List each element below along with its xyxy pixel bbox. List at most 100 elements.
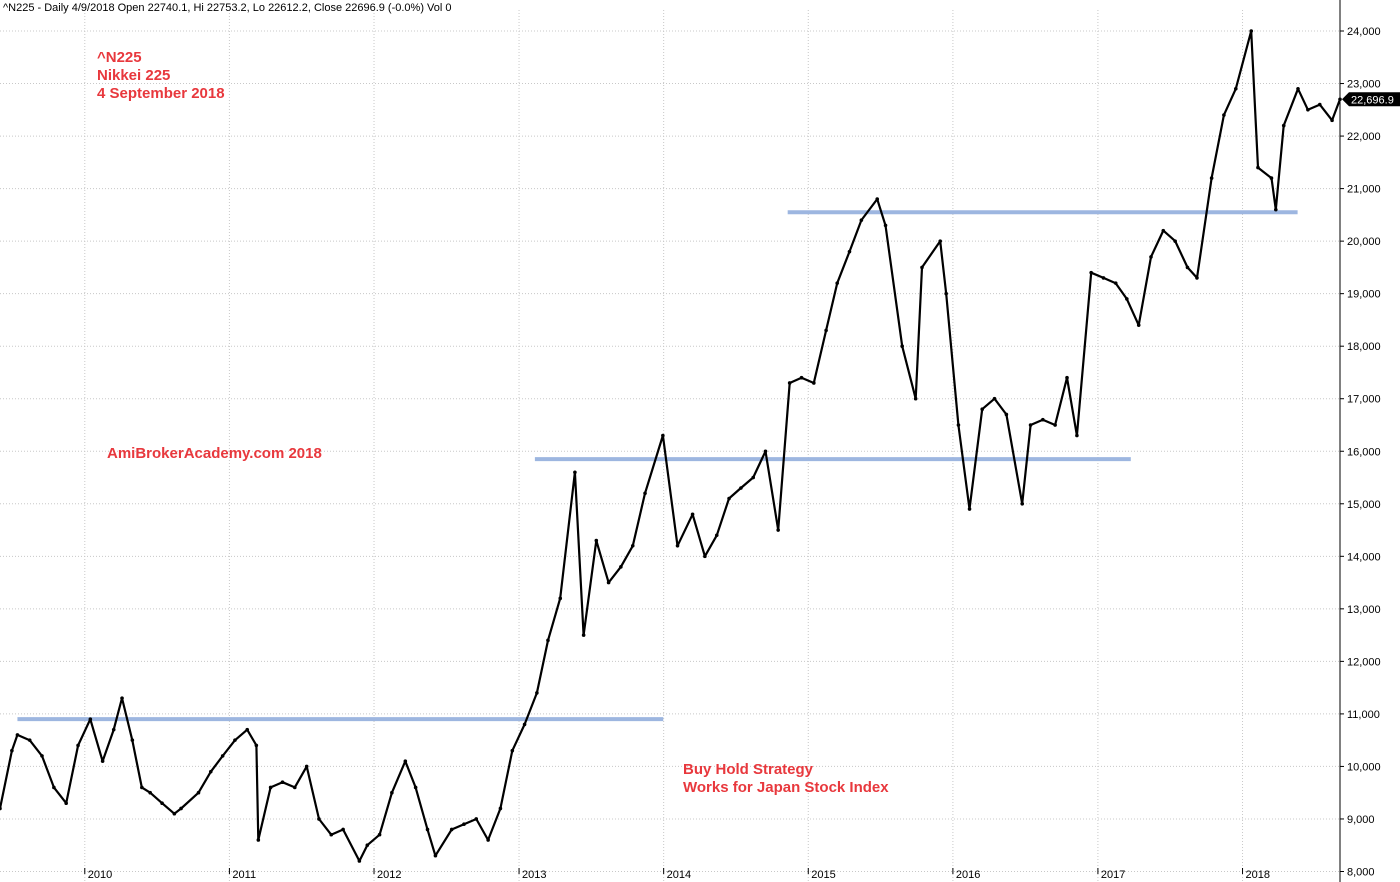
- x-tick-label: 2016: [956, 869, 980, 881]
- last-value-text: 22,696.9: [1351, 94, 1394, 106]
- price-point: [1209, 176, 1214, 180]
- price-point: [390, 790, 394, 795]
- y-tick-label: 12,000: [1347, 656, 1381, 668]
- price-point: [1101, 276, 1106, 280]
- price-point: [787, 381, 792, 385]
- y-tick-label: 20,000: [1347, 236, 1381, 248]
- y-tick-label: 8,000: [1347, 866, 1375, 878]
- x-tick-label: 2013: [522, 869, 546, 881]
- y-tick-label: 24,000: [1347, 26, 1381, 38]
- x-tick-label: 2011: [232, 869, 256, 881]
- price-point: [1041, 417, 1045, 422]
- price-point: [130, 738, 135, 742]
- price-point: [1004, 412, 1009, 417]
- price-point: [268, 785, 273, 790]
- price-point: [88, 717, 93, 721]
- price-point: [630, 544, 635, 548]
- price-point: [1089, 270, 1093, 275]
- price-point: [498, 806, 503, 811]
- price-point: [64, 801, 68, 806]
- price-point: [1053, 423, 1057, 427]
- y-axis: 8,000 9,000 10,000 11,000 12,000 13,000 14,000…: [1340, 26, 1381, 878]
- price-point: [357, 859, 362, 863]
- x-tick-label: 2012: [377, 869, 401, 881]
- price-point: [15, 733, 20, 737]
- price-series: [0, 29, 1342, 863]
- strategy-line-2: Works for Japan Stock Index: [683, 779, 889, 796]
- price-point: [1113, 281, 1118, 285]
- price-point: [0, 806, 2, 811]
- price-point: [1338, 97, 1342, 102]
- price-point: [329, 832, 334, 837]
- price-point: [1281, 123, 1286, 128]
- price-point: [920, 265, 924, 270]
- price-point: [573, 470, 577, 475]
- x-tick-label: 2015: [811, 869, 835, 881]
- last-value-label: 22,696.9: [1342, 92, 1400, 107]
- price-point: [619, 565, 623, 569]
- price-point: [1195, 276, 1199, 280]
- price-point: [913, 396, 918, 401]
- price-point: [220, 754, 225, 758]
- price-point: [859, 218, 864, 222]
- price-point: [425, 827, 430, 832]
- price-point: [76, 743, 80, 748]
- price-point: [233, 738, 237, 742]
- x-tick-label: 2010: [88, 869, 112, 881]
- price-point: [1249, 29, 1254, 33]
- price-point: [292, 785, 297, 790]
- price-point: [111, 727, 116, 732]
- price-point: [317, 817, 321, 821]
- price-point: [1161, 228, 1166, 233]
- price-point: [535, 691, 539, 695]
- price-point: [100, 759, 105, 763]
- y-tick-label: 17,000: [1347, 394, 1381, 406]
- price-point: [10, 748, 14, 753]
- x-tick-label: 2017: [1101, 869, 1125, 881]
- price-point: [661, 433, 665, 438]
- price-point: [1075, 433, 1079, 438]
- strategy-annotation-block: Buy Hold Strategy Works for Japan Stock …: [683, 761, 889, 797]
- price-point: [449, 827, 454, 832]
- price-point: [1136, 323, 1141, 327]
- x-tick-label: 2018: [1246, 869, 1270, 881]
- price-point: [27, 738, 32, 742]
- date-label: 4 September 2018: [97, 85, 225, 102]
- y-tick-label: 22,000: [1347, 131, 1381, 143]
- x-axis: 2010 2011 2012 2013 2014 2015 2016 2017 2018: [84, 868, 1270, 881]
- x-tick-label: 2014: [667, 869, 691, 881]
- price-point: [776, 528, 780, 532]
- price-point: [875, 197, 880, 201]
- price-point: [1317, 102, 1322, 107]
- price-point: [1330, 118, 1334, 123]
- symbol-label: ^N225: [97, 49, 142, 66]
- price-point: [245, 727, 250, 732]
- y-tick-label: 23,000: [1347, 79, 1381, 91]
- price-point: [847, 249, 852, 254]
- price-point: [160, 801, 164, 806]
- last-value-tag: [1342, 92, 1400, 107]
- y-tick-label: 19,000: [1347, 289, 1381, 301]
- price-point: [1173, 239, 1177, 243]
- price-point: [944, 291, 948, 296]
- price-point: [1269, 176, 1274, 180]
- price-point: [1296, 86, 1300, 91]
- price-point: [558, 596, 563, 601]
- price-point: [1149, 255, 1153, 259]
- price-point: [824, 328, 828, 333]
- price-point: [1233, 86, 1238, 91]
- horizontal-levels: [17, 210, 1298, 722]
- y-tick-label: 18,000: [1347, 341, 1381, 353]
- price-point: [835, 281, 840, 285]
- price-point: [365, 843, 370, 848]
- price-point: [581, 633, 586, 637]
- price-point: [120, 696, 124, 700]
- price-point: [304, 764, 309, 769]
- price-point: [690, 512, 695, 517]
- price-point: [140, 785, 144, 790]
- price-point: [148, 790, 152, 795]
- price-point: [172, 811, 177, 816]
- price-point: [883, 223, 888, 228]
- price-point: [546, 638, 550, 643]
